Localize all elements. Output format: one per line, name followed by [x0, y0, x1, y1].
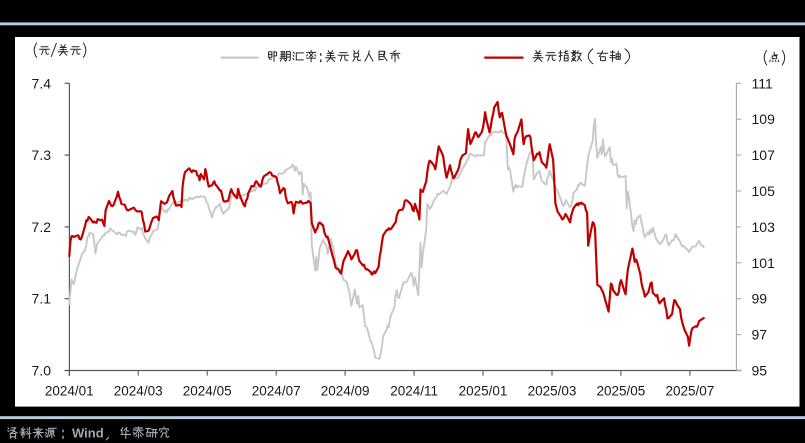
svg-text:101: 101 [752, 255, 776, 271]
svg-text:95: 95 [752, 363, 768, 379]
svg-text:107: 107 [752, 147, 776, 163]
svg-text:7.4: 7.4 [32, 75, 52, 91]
svg-text:97: 97 [752, 327, 768, 343]
svg-text:2024/05: 2024/05 [183, 384, 232, 399]
svg-text:7.3: 7.3 [32, 147, 52, 163]
svg-text:2024/11: 2024/11 [390, 384, 438, 399]
svg-text:2025/05: 2025/05 [596, 384, 645, 399]
svg-text:2024/01: 2024/01 [45, 384, 94, 399]
svg-text:2024/03: 2024/03 [114, 384, 163, 399]
svg-text:111: 111 [752, 75, 773, 91]
svg-text:2025/01: 2025/01 [459, 384, 508, 399]
svg-text:2025/07: 2025/07 [665, 384, 714, 399]
svg-text:109: 109 [752, 111, 776, 127]
svg-text:7.0: 7.0 [32, 363, 52, 379]
svg-text:Wind: Wind [72, 425, 104, 440]
svg-text:7.2: 7.2 [32, 219, 52, 235]
svg-text:2024/07: 2024/07 [252, 384, 301, 399]
svg-text:99: 99 [752, 291, 768, 307]
svg-text:103: 103 [752, 219, 776, 235]
svg-text:2025/03: 2025/03 [528, 384, 577, 399]
svg-text:2024/09: 2024/09 [321, 384, 370, 399]
svg-text:7.1: 7.1 [32, 291, 52, 307]
svg-text:105: 105 [752, 183, 776, 199]
